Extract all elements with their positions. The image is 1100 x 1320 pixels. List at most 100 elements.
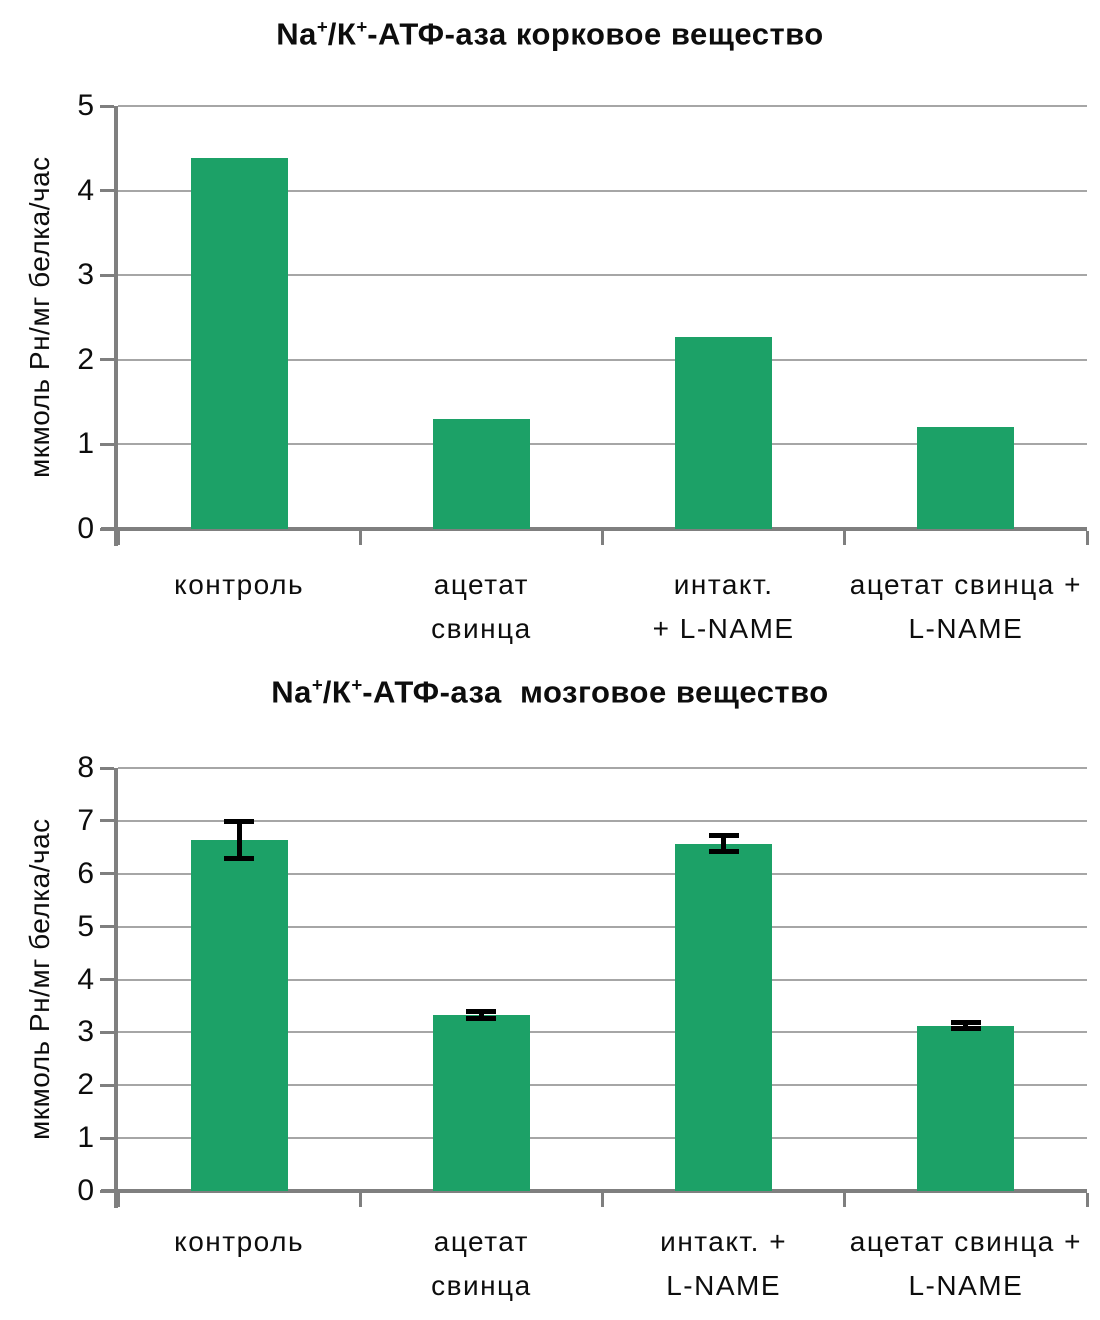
bar [675, 843, 773, 1191]
bar [432, 419, 530, 529]
error-bar-cap-bottom [950, 1026, 981, 1032]
error-bar-line [478, 1011, 484, 1019]
chart-title: Na+/К+-АТФ-аза корковое вещество [0, 16, 1100, 52]
x-tick-mark [358, 531, 362, 545]
y-tick-mark [100, 872, 114, 876]
y-tick-label: 2 [77, 1068, 94, 1102]
y-tick-label: 5 [77, 909, 94, 943]
x-tick-mark [843, 1193, 847, 1207]
bar [917, 427, 1015, 529]
bar [432, 1014, 530, 1191]
y-tick-mark [100, 978, 114, 981]
title-text: -АТФ-аза корковое вещество [367, 16, 824, 52]
title-superscript: + [316, 16, 328, 37]
y-tick-label: 7 [77, 803, 94, 837]
title-text: Na [271, 674, 312, 710]
category-label: ацетат свинца [360, 1220, 602, 1308]
error-bar-cap-bottom [708, 849, 739, 855]
category-label-line: ацетат [433, 569, 529, 600]
x-tick-mark [358, 1193, 362, 1207]
y-tick-mark [100, 1083, 114, 1087]
y-tick-mark [100, 1189, 114, 1193]
chart-natk-atpase-cortical: Na+/К+-АТФ-аза корковое вещество мкмоль … [0, 16, 1100, 663]
x-tick-mark [1085, 531, 1089, 545]
title-text: /К [322, 674, 352, 710]
gridline [118, 872, 1087, 875]
title-text: Na [276, 16, 317, 52]
x-tick-mark [601, 531, 604, 545]
x-tick-mark [843, 531, 847, 545]
y-axis-label: мкмоль Рн/мг белка/час [24, 156, 55, 479]
gridline [118, 819, 1087, 822]
category-label-line: + L-NAME [652, 613, 795, 644]
y-tick-mark [100, 104, 114, 108]
y-tick-mark [100, 273, 114, 277]
gridline [118, 925, 1087, 928]
y-tick-mark [100, 527, 114, 531]
y-axis-label: мкмоль Рн/мг белка/час [24, 818, 55, 1141]
category-label-line: свинца [431, 613, 532, 644]
error-bar-line [236, 821, 242, 860]
y-tick-label: 6 [77, 856, 94, 890]
title-superscript: + [311, 674, 323, 695]
y-tick-label: 4 [77, 962, 94, 996]
plot-area: 0 1 2 3 4 5 6 7 8 [77, 753, 1089, 1208]
y-tick-mark [100, 1030, 114, 1034]
error-bar-cap-bottom [466, 1015, 497, 1021]
error-bar-cap-top [224, 819, 255, 825]
title-superscript: + [351, 674, 363, 695]
bar [190, 158, 288, 529]
category-label-line: L-NAME [908, 613, 1024, 644]
error-bar-line [721, 835, 727, 853]
gridline [118, 189, 1087, 192]
y-tick-label: 2 [77, 342, 94, 376]
y-tick-label: 4 [77, 173, 94, 207]
y-tick-mark [100, 925, 114, 929]
category-label-line: ацетат свинца + [849, 569, 1082, 600]
category-label-line: свинца [431, 1270, 532, 1301]
x-category-labels: контроль ацетат свинца интакт. + L-NAME ацета… [118, 563, 1087, 663]
title-text: -АТФ-аза мозговое вещество [362, 674, 829, 710]
y-tick-label: 0 [77, 1174, 94, 1207]
gridline [118, 767, 1087, 769]
y-tick-label: 3 [77, 1015, 94, 1049]
error-bar-cap-top [708, 833, 739, 839]
category-label-line: интакт. [673, 569, 774, 600]
category-label-line: ацетат свинца + [849, 1226, 1082, 1257]
y-tick-label: 8 [77, 751, 94, 784]
y-axis-line [114, 768, 118, 1208]
y-tick-label: 1 [77, 427, 94, 461]
y-tick-label: 3 [77, 258, 94, 292]
category-label: ацетат свинца + L-NAME [845, 1220, 1087, 1308]
error-bar-cap-top [950, 1019, 981, 1025]
x-tick-mark [116, 1193, 120, 1207]
category-label-line: контроль [174, 569, 305, 600]
x-axis-line [101, 1189, 1087, 1193]
y-axis-line [114, 106, 118, 546]
title-text: /К [327, 16, 357, 52]
y-tick-mark [100, 819, 114, 823]
y-tick-mark [100, 358, 114, 362]
category-label: интакт. + L-NAME [603, 563, 845, 651]
x-axis-line [101, 527, 1087, 531]
category-label-line: ацетат [433, 1226, 529, 1257]
x-tick-mark [601, 1193, 604, 1207]
bar [190, 840, 288, 1191]
gridline [118, 358, 1087, 361]
gridline [118, 105, 1087, 107]
y-tick-mark [100, 766, 114, 770]
category-label: интакт. + L-NAME [603, 1220, 845, 1308]
title-superscript: + [356, 16, 368, 37]
error-bar-line [963, 1021, 969, 1030]
category-label: ацетат свинца [360, 563, 602, 651]
y-tick-label: 5 [77, 89, 94, 122]
gridline [118, 978, 1087, 981]
bar [675, 336, 773, 529]
error-bar-cap-bottom [224, 856, 255, 862]
chart-title: Na+/К+-АТФ-аза мозговое вещество [0, 674, 1100, 710]
category-label-line: L-NAME [908, 1270, 1024, 1301]
x-category-labels: контроль ацетат свинца интакт. + L-NAME ацета… [118, 1220, 1087, 1320]
bar [917, 1025, 1015, 1191]
category-label: ацетат свинца + L-NAME [845, 563, 1087, 651]
error-bar-cap-top [466, 1009, 497, 1015]
